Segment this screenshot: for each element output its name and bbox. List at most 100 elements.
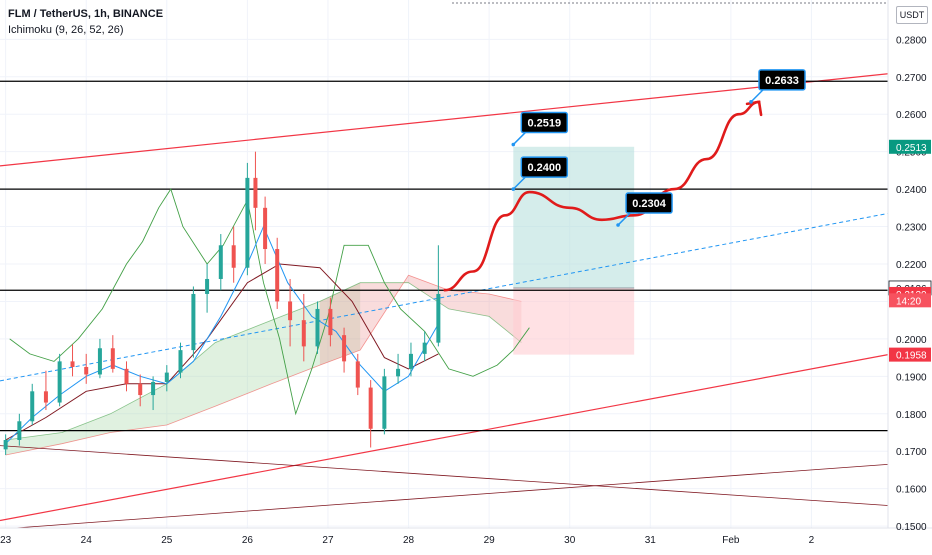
candle-body-21 [275,249,280,302]
marker-pointer [750,89,764,103]
marker-box [625,192,673,214]
price-marker-1: 0.2400 [511,156,569,191]
y-tick-label: 0.1700 [896,447,927,458]
y-tick-label: 0.1600 [896,485,927,496]
marker-pointer [512,132,526,146]
candle-body-18 [245,177,250,268]
candle-body-2 [30,391,35,422]
x-tick-label: 30 [564,535,576,546]
descending-trend-line [0,445,889,506]
marker-label: 0.2400 [527,162,561,174]
y-tick-label: 0.2600 [896,110,927,121]
candle-body-16 [218,245,223,279]
x-tick-label: 2 [809,535,815,546]
cloud-bearish [319,275,522,366]
candle-body-14 [191,293,196,351]
indicator-params: (9, 26, 52, 26) [55,24,124,36]
price-marker-3: 0.2633 [749,69,806,104]
candle-body-29 [382,376,387,429]
price-label-text: 0.1958 [896,351,927,362]
stop-zone [513,287,635,355]
candle-body-3 [43,391,48,403]
x-tick-label: 28 [403,535,415,546]
projection-path [443,100,761,292]
candle-body-4 [57,361,62,403]
price-label-text: 14:20 [896,296,921,307]
candle-body-5 [70,361,75,367]
candle-body-9 [124,368,129,384]
y-tick-label: 0.2800 [896,35,927,46]
candle-body-26 [342,335,347,362]
y-tick-label: 0.1900 [896,372,927,383]
cloud-bullish [5,282,361,455]
y-tick-label: 0.1500 [896,522,927,533]
candle-body-20 [263,207,268,250]
marker-box [520,111,569,134]
cloud-span-a [5,282,522,441]
price-label-4: 0.1958 [889,347,931,362]
time-axis-bg [0,528,932,550]
price-marker-0: 0.2519 [511,111,569,147]
channel-upper-line [0,73,889,167]
candle-body-25 [328,308,333,336]
marker-label: 0.2519 [527,118,561,130]
candle-body-31 [408,353,413,369]
price-label-3: 14:20 [889,293,931,308]
marker-anchor [749,100,753,104]
marker-box [520,156,569,178]
x-tick-label: 25 [161,535,173,546]
x-tick-label: 27 [322,535,334,546]
price-axis-bg [888,0,932,550]
x-tick-label: 29 [484,535,496,546]
chart-title: FLM / TetherUS, 1h, BINANCE [8,8,164,20]
ascending-trend-line [0,463,889,530]
price-label-0: 0.2513 [889,139,931,154]
candle-body-19 [253,177,258,208]
candle-body-27 [355,361,360,388]
y-tick-label: 0.2400 [896,185,927,196]
candle-body-30 [396,368,401,377]
y-tick-label: 0.1800 [896,410,927,421]
channel-mid-line [0,212,889,382]
candle-body-1 [17,421,22,440]
y-tick-label: 0.2700 [896,73,927,84]
candle-body-24 [315,308,320,347]
currency-button[interactable]: USDT [896,6,928,24]
candle-body-22 [288,301,293,321]
y-tick-label: 0.2000 [896,335,927,346]
candle-body-11 [151,381,156,396]
x-tick-label: 31 [645,535,657,546]
candle-body-13 [178,350,183,373]
marker-label: 0.2633 [765,75,799,87]
marker-pointer [512,176,526,190]
marker-anchor [511,187,516,191]
price-label-box [889,293,931,308]
candle-body-8 [110,348,115,369]
x-tick-label: 23 [0,535,12,546]
y-tick-label: 0.2300 [896,223,927,234]
x-tick-label: 26 [242,535,254,546]
marker-pointer [617,212,631,226]
tenkan-line [5,225,439,445]
candle-body-0 [3,440,8,450]
candle-body-28 [368,387,373,429]
marker-box [758,69,806,91]
candle-body-12 [164,372,169,382]
marker-label: 0.2304 [632,198,667,210]
marker-anchor [616,223,620,227]
price-marker-2: 0.2304 [616,192,673,227]
marker-anchor [511,142,516,147]
y-tick-label: 0.2200 [896,260,927,271]
candle-body-23 [301,320,306,347]
x-tick-label: Feb [722,535,740,546]
candles [3,151,441,455]
candle-body-33 [436,293,441,343]
candle-body-17 [231,245,236,268]
candle-body-7 [97,348,102,375]
indicator-legend[interactable]: Ichimoku (9, 26, 52, 26) [8,24,124,36]
indicator-name: Ichimoku [8,24,53,36]
price-label-box [889,347,931,362]
